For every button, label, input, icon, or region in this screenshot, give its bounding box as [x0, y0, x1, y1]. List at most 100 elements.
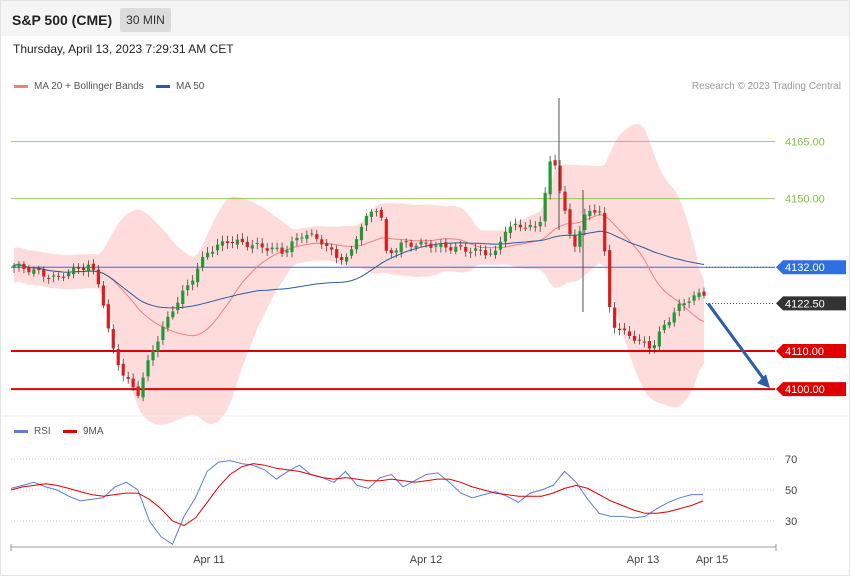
forecast-arrow-shaft [706, 302, 768, 384]
level-label: 4122.50 [785, 298, 825, 310]
candle-body [111, 329, 115, 349]
candle-body [280, 247, 284, 254]
candle-body [394, 250, 398, 253]
candle-body [141, 377, 145, 398]
timeframe-badge[interactable]: 30 MIN [120, 8, 171, 32]
candle-body [697, 292, 701, 297]
candle-body [354, 239, 359, 250]
candle-body [315, 234, 319, 239]
candle-body [245, 241, 249, 248]
candle-body [483, 250, 488, 256]
candle-body [201, 257, 205, 268]
candle-body [250, 245, 254, 249]
level-tag-pivot [776, 260, 846, 275]
datetime-label: Thursday, April 13, 2023 7:29:31 AM CET [13, 42, 234, 56]
candle-body [622, 328, 627, 331]
candle-body [449, 247, 453, 251]
candle-body [553, 160, 557, 166]
candle-body [647, 341, 651, 349]
candle-body [419, 241, 423, 245]
candle-body [255, 242, 259, 244]
candle-body [126, 376, 130, 379]
candle-body [151, 350, 155, 361]
candle-body [196, 268, 200, 283]
candle-body [404, 241, 408, 243]
x-tick-label: Apr 15 [696, 554, 728, 566]
candle-body [369, 211, 374, 217]
candle-body [578, 231, 582, 247]
candle-body [632, 335, 637, 341]
header-bar: S&P 500 (CME) 30 MIN [1, 1, 849, 36]
candle-body [568, 209, 572, 235]
candle-body [67, 273, 71, 277]
candle-body [642, 341, 647, 343]
candle-body [518, 224, 522, 228]
candle-body [106, 304, 110, 329]
candle-body [52, 275, 56, 277]
rsi-9ma-line [10, 463, 704, 527]
candle-body [340, 257, 344, 261]
candle-body [235, 239, 239, 245]
candle-body [32, 269, 36, 274]
ma50-line [13, 230, 705, 309]
candle-body [667, 321, 671, 326]
candle-body [176, 302, 180, 311]
candle-body [414, 245, 418, 248]
candle-body [513, 223, 517, 226]
candle-body [146, 360, 150, 377]
candle-body [603, 212, 607, 252]
candle-body [444, 242, 448, 248]
candle-body [389, 250, 393, 254]
candle-body [12, 265, 16, 268]
candle-body [498, 241, 503, 250]
candle-body [657, 331, 661, 347]
candle-body [305, 235, 309, 239]
level-tag-support [776, 382, 846, 397]
candle-body [687, 301, 691, 303]
candle-body [76, 267, 81, 269]
candle-body [210, 251, 215, 254]
candle-body [493, 250, 498, 256]
candle-body [533, 226, 537, 228]
forecast-arrow-head [757, 374, 770, 389]
candle-body [608, 250, 612, 308]
candle-body [598, 211, 602, 213]
legend-label-ma20: MA 20 + Bollinger Bands [34, 81, 144, 92]
level-tag-support [776, 344, 846, 359]
candle-body [429, 243, 433, 248]
candle-body [166, 316, 170, 328]
candle-body [121, 363, 125, 376]
rsi-tick-label: 30 [785, 516, 797, 528]
candle-body [37, 268, 41, 271]
rsi-line [10, 460, 703, 546]
candle-body [131, 378, 135, 388]
candle-body [161, 326, 165, 340]
candle-body [573, 235, 577, 247]
candle-body [225, 241, 230, 244]
candle-body [613, 307, 617, 328]
candle-body [474, 248, 478, 251]
x-tick-label: Apr 13 [627, 554, 659, 566]
legend-swatch-ma50 [156, 84, 170, 88]
candle-body [399, 242, 403, 252]
candle-body [652, 345, 656, 349]
candle-body [191, 280, 195, 285]
candle-body [260, 243, 264, 248]
legend-swatch-ma20 [14, 84, 28, 88]
candle-body [469, 252, 473, 254]
candle-body [374, 211, 378, 213]
candle-body [230, 241, 235, 244]
candle-body [101, 285, 105, 306]
candle-body [538, 222, 542, 227]
rsi-tick-label: 50 [785, 485, 797, 497]
legend-ma20: MA 20 + Bollinger Bands [14, 81, 144, 92]
candle-body [335, 249, 339, 258]
candle-body [637, 339, 642, 341]
candle-body [42, 269, 46, 277]
chart-title: S&P 500 (CME) [12, 12, 113, 28]
credit-text: Research © 2023 Trading Central [691, 81, 841, 92]
candle-body [81, 267, 86, 271]
legend-swatch-9ma [63, 429, 77, 433]
candle-body [439, 243, 443, 248]
